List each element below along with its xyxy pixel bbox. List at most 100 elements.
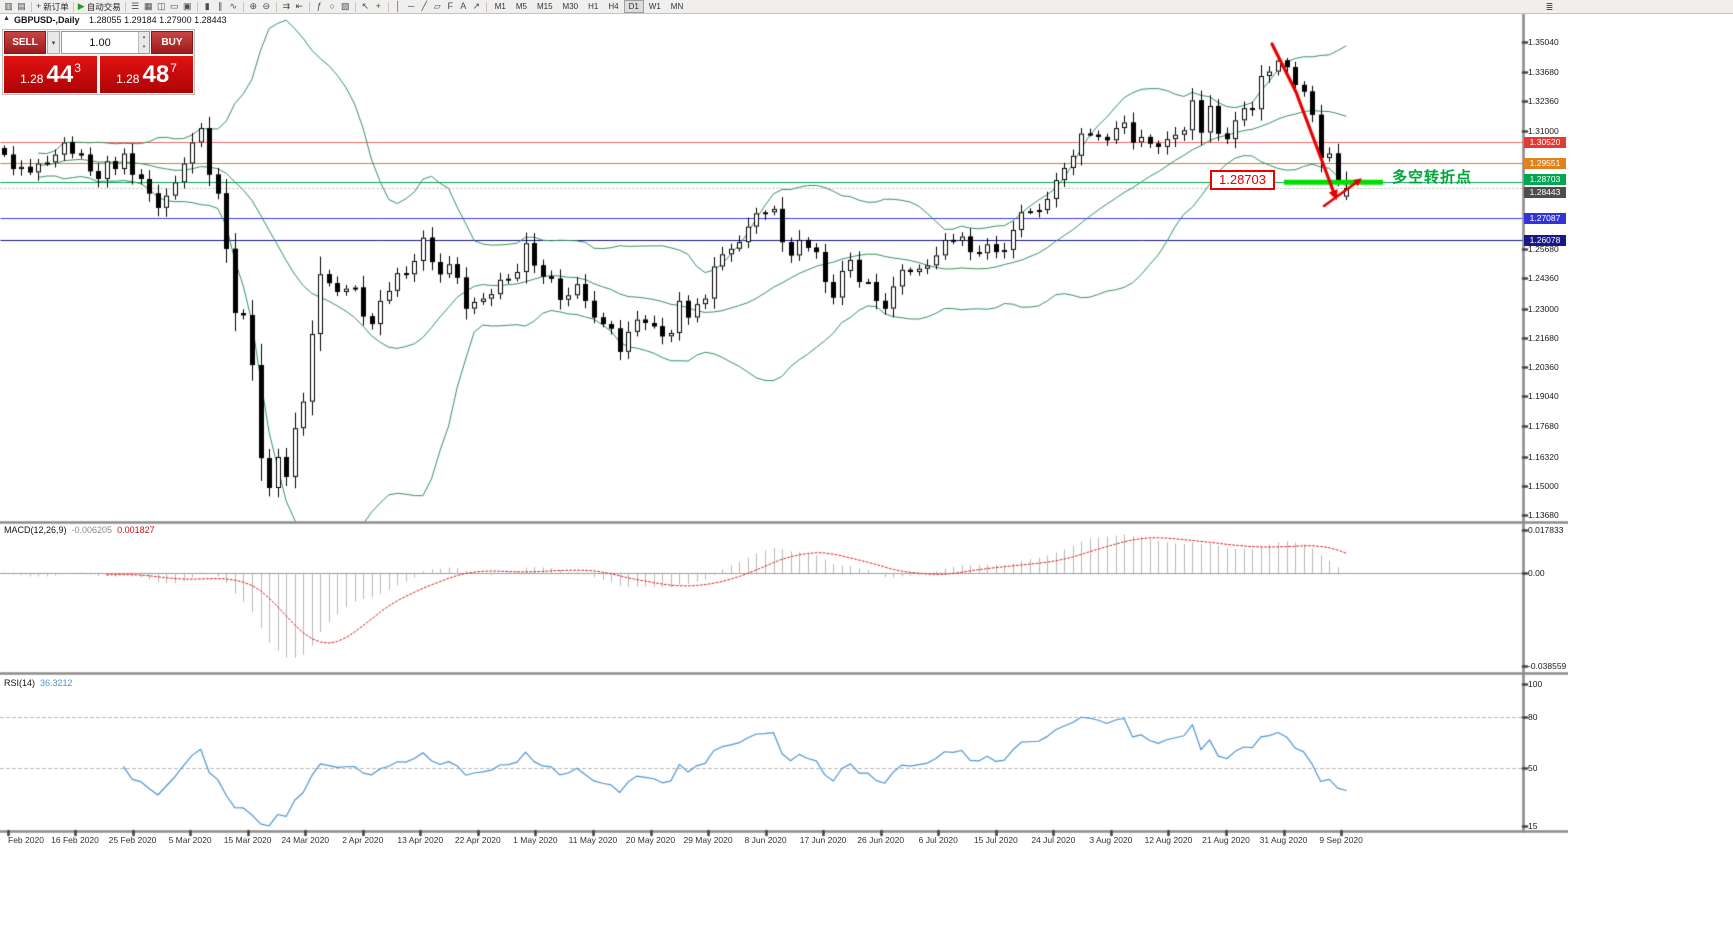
buy-button[interactable]: BUY — [151, 31, 193, 54]
timeframe-h4-button[interactable]: H4 — [608, 2, 619, 11]
buy-price-display[interactable]: 1.28 48 7 — [100, 56, 193, 93]
fibonacci-icon[interactable]: F — [447, 1, 453, 11]
y-axis-label: 1.31000 — [1528, 126, 1559, 137]
toolbar-separator — [308, 1, 310, 12]
navigator-icon[interactable]: ◫ — [156, 1, 166, 11]
main-toolbar: ▥ ▤ + 新订单 ▶ 自动交易 ☰ ▦ ◫ ▭ ▣ ▮ ∥ ∿ ⊕ ⊖ ⇉ ⇤ ƒ ○ ▧ ↖ + │ ─ ╱ ▱ F A ↗ M1 M5 M… — [0, 0, 1733, 14]
rsi-indicator-label: RSI(14) 36.3212 — [4, 678, 73, 688]
chart-shift-icon[interactable]: ⇤ — [295, 1, 303, 11]
x-axis-label: 15 Jul 2020 — [973, 835, 1018, 845]
current-price-badge: 1.28443 — [1524, 187, 1566, 199]
market-watch-icon[interactable]: ☰ — [131, 1, 140, 11]
y-axis-label: 1.19040 — [1528, 391, 1559, 402]
terminal-icon[interactable]: ▭ — [169, 1, 179, 11]
price-level-badge: 1.30520 — [1524, 137, 1566, 149]
timeframe-h1-button[interactable]: H1 — [588, 2, 599, 11]
price-level-badge: 1.29551 — [1524, 158, 1566, 170]
macd-name: MACD(12,26,9) — [4, 525, 67, 535]
new-order-button[interactable]: + 新订单 — [36, 1, 69, 12]
channel-icon[interactable]: ▱ — [433, 1, 441, 11]
x-axis-label: 24 Mar 2020 — [281, 835, 330, 845]
data-window-icon[interactable]: ▦ — [143, 1, 153, 11]
volume-input[interactable] — [62, 32, 138, 53]
ohlc-values: 1.28055 1.29184 1.27900 1.28443 — [89, 15, 227, 25]
x-axis-label: 15 Mar 2020 — [223, 835, 272, 845]
x-axis-label: 13 Apr 2020 — [397, 835, 444, 845]
trade-controls-row: SELL ▾ ▴ ▾ BUY — [4, 31, 193, 54]
timeframe-w1-button[interactable]: W1 — [648, 2, 661, 11]
vertical-line-icon[interactable]: │ — [395, 1, 402, 11]
timeframe-d1-button[interactable]: D1 — [623, 0, 644, 13]
rsi-axis-label: 15 — [1528, 821, 1538, 831]
x-axis-label: 12 Aug 2020 — [1144, 835, 1193, 845]
timeframe-mn-button[interactable]: MN — [670, 2, 684, 11]
price-level-badge: 1.28703 — [1524, 174, 1566, 186]
toolbar-separator — [485, 1, 487, 12]
periods-icon[interactable]: ○ — [329, 1, 335, 11]
auto-scroll-icon[interactable]: ⇉ — [282, 1, 290, 11]
macd-axis-label: -0.038559 — [1528, 661, 1567, 672]
y-axis-label: 1.32360 — [1528, 96, 1559, 107]
toolbar-separator — [124, 1, 126, 12]
y-axis-label: 1.16320 — [1528, 451, 1559, 462]
x-axis-label: 22 Apr 2020 — [454, 835, 501, 845]
strategy-tester-icon[interactable]: ▣ — [182, 1, 192, 11]
y-axis-label: 1.15000 — [1528, 480, 1559, 491]
x-axis-label: 26 Jun 2020 — [857, 835, 905, 845]
candlestick-chart-icon[interactable]: ▮ — [204, 1, 210, 11]
arrows-icon[interactable]: ↗ — [472, 1, 480, 11]
turn-point-note[interactable]: 多空转折点 — [1392, 169, 1473, 186]
price-chart-canvas[interactable] — [0, 0, 1568, 848]
x-axis-label: 25 Feb 2020 — [108, 835, 157, 845]
x-axis-label: 17 Jun 2020 — [799, 835, 847, 845]
rsi-axis-label: 100 — [1528, 679, 1543, 689]
autotrade-button[interactable]: ▶ 自动交易 — [77, 1, 121, 12]
chart-windows-icon[interactable]: ≣ — [1545, 1, 1554, 12]
crosshair-icon[interactable]: + — [375, 1, 381, 11]
volume-down-button[interactable]: ▾ — [139, 42, 149, 53]
volume-control: ▴ ▾ — [61, 31, 150, 54]
volume-up-button[interactable]: ▴ — [139, 32, 149, 43]
zoom-in-icon[interactable]: ⊕ — [249, 1, 257, 11]
cursor-icon[interactable]: ↖ — [361, 1, 369, 11]
sell-button[interactable]: SELL — [4, 31, 46, 54]
zoom-out-icon[interactable]: ⊖ — [262, 1, 270, 11]
panel-collapse-icon[interactable]: ▲ — [3, 15, 10, 22]
price-display-row: 1.28 44 3 1.28 48 7 — [4, 56, 193, 93]
sell-price-display[interactable]: 1.28 44 3 — [4, 56, 97, 93]
timeframe-m15-button[interactable]: M15 — [536, 2, 553, 11]
new-order-button-label: 新订单 — [43, 1, 69, 12]
timeframe-m1-button[interactable]: M1 — [494, 2, 506, 11]
y-axis-label: 1.13680 — [1528, 510, 1559, 521]
price-level-badge: 1.26078 — [1524, 235, 1566, 247]
x-axis-label: 8 Jun 2020 — [744, 835, 787, 845]
text-icon[interactable]: A — [460, 1, 467, 11]
price-level-callout[interactable]: 1.28703 — [1210, 170, 1275, 190]
y-axis-label: 1.21680 — [1528, 332, 1559, 343]
horizontal-line-icon[interactable]: ─ — [408, 1, 415, 11]
toolbar-separator — [387, 1, 389, 12]
y-axis-label: 1.23000 — [1528, 303, 1559, 314]
line-chart-icon[interactable]: ∿ — [229, 1, 237, 11]
timeframe-m5-button[interactable]: M5 — [515, 2, 527, 11]
y-axis-label: 1.20360 — [1528, 362, 1559, 373]
chart-profiles-icon[interactable]: ▤ — [17, 1, 26, 11]
symbol-period-label: GBPUSD-,Daily — [14, 15, 80, 25]
timeframe-m30-button[interactable]: M30 — [562, 2, 579, 11]
x-axis-label: 6 Jul 2020 — [918, 835, 958, 845]
new-chart-icon[interactable]: ▥ — [4, 1, 13, 11]
trendline-icon[interactable]: ╱ — [421, 1, 427, 11]
x-axis-label: 21 Aug 2020 — [1202, 835, 1250, 845]
x-axis-label: 24 Jul 2020 — [1031, 835, 1076, 845]
macd-axis-label: 0.00 — [1528, 568, 1545, 578]
bar-chart-icon[interactable]: ∥ — [217, 1, 223, 11]
x-axis-label: 3 Aug 2020 — [1089, 835, 1133, 845]
x-axis-label: 31 Aug 2020 — [1259, 835, 1308, 845]
macd-indicator-label: MACD(12,26,9) -0.006205 0.001827 — [4, 525, 155, 535]
x-axis-label: 16 Feb 2020 — [51, 835, 99, 845]
indicators-icon[interactable]: ƒ — [316, 1, 322, 11]
order-options-dropdown[interactable]: ▾ — [47, 31, 60, 54]
templates-icon[interactable]: ▧ — [340, 1, 350, 11]
y-axis-label: 1.24360 — [1528, 273, 1559, 284]
x-axis-label: 20 May 2020 — [625, 835, 676, 845]
